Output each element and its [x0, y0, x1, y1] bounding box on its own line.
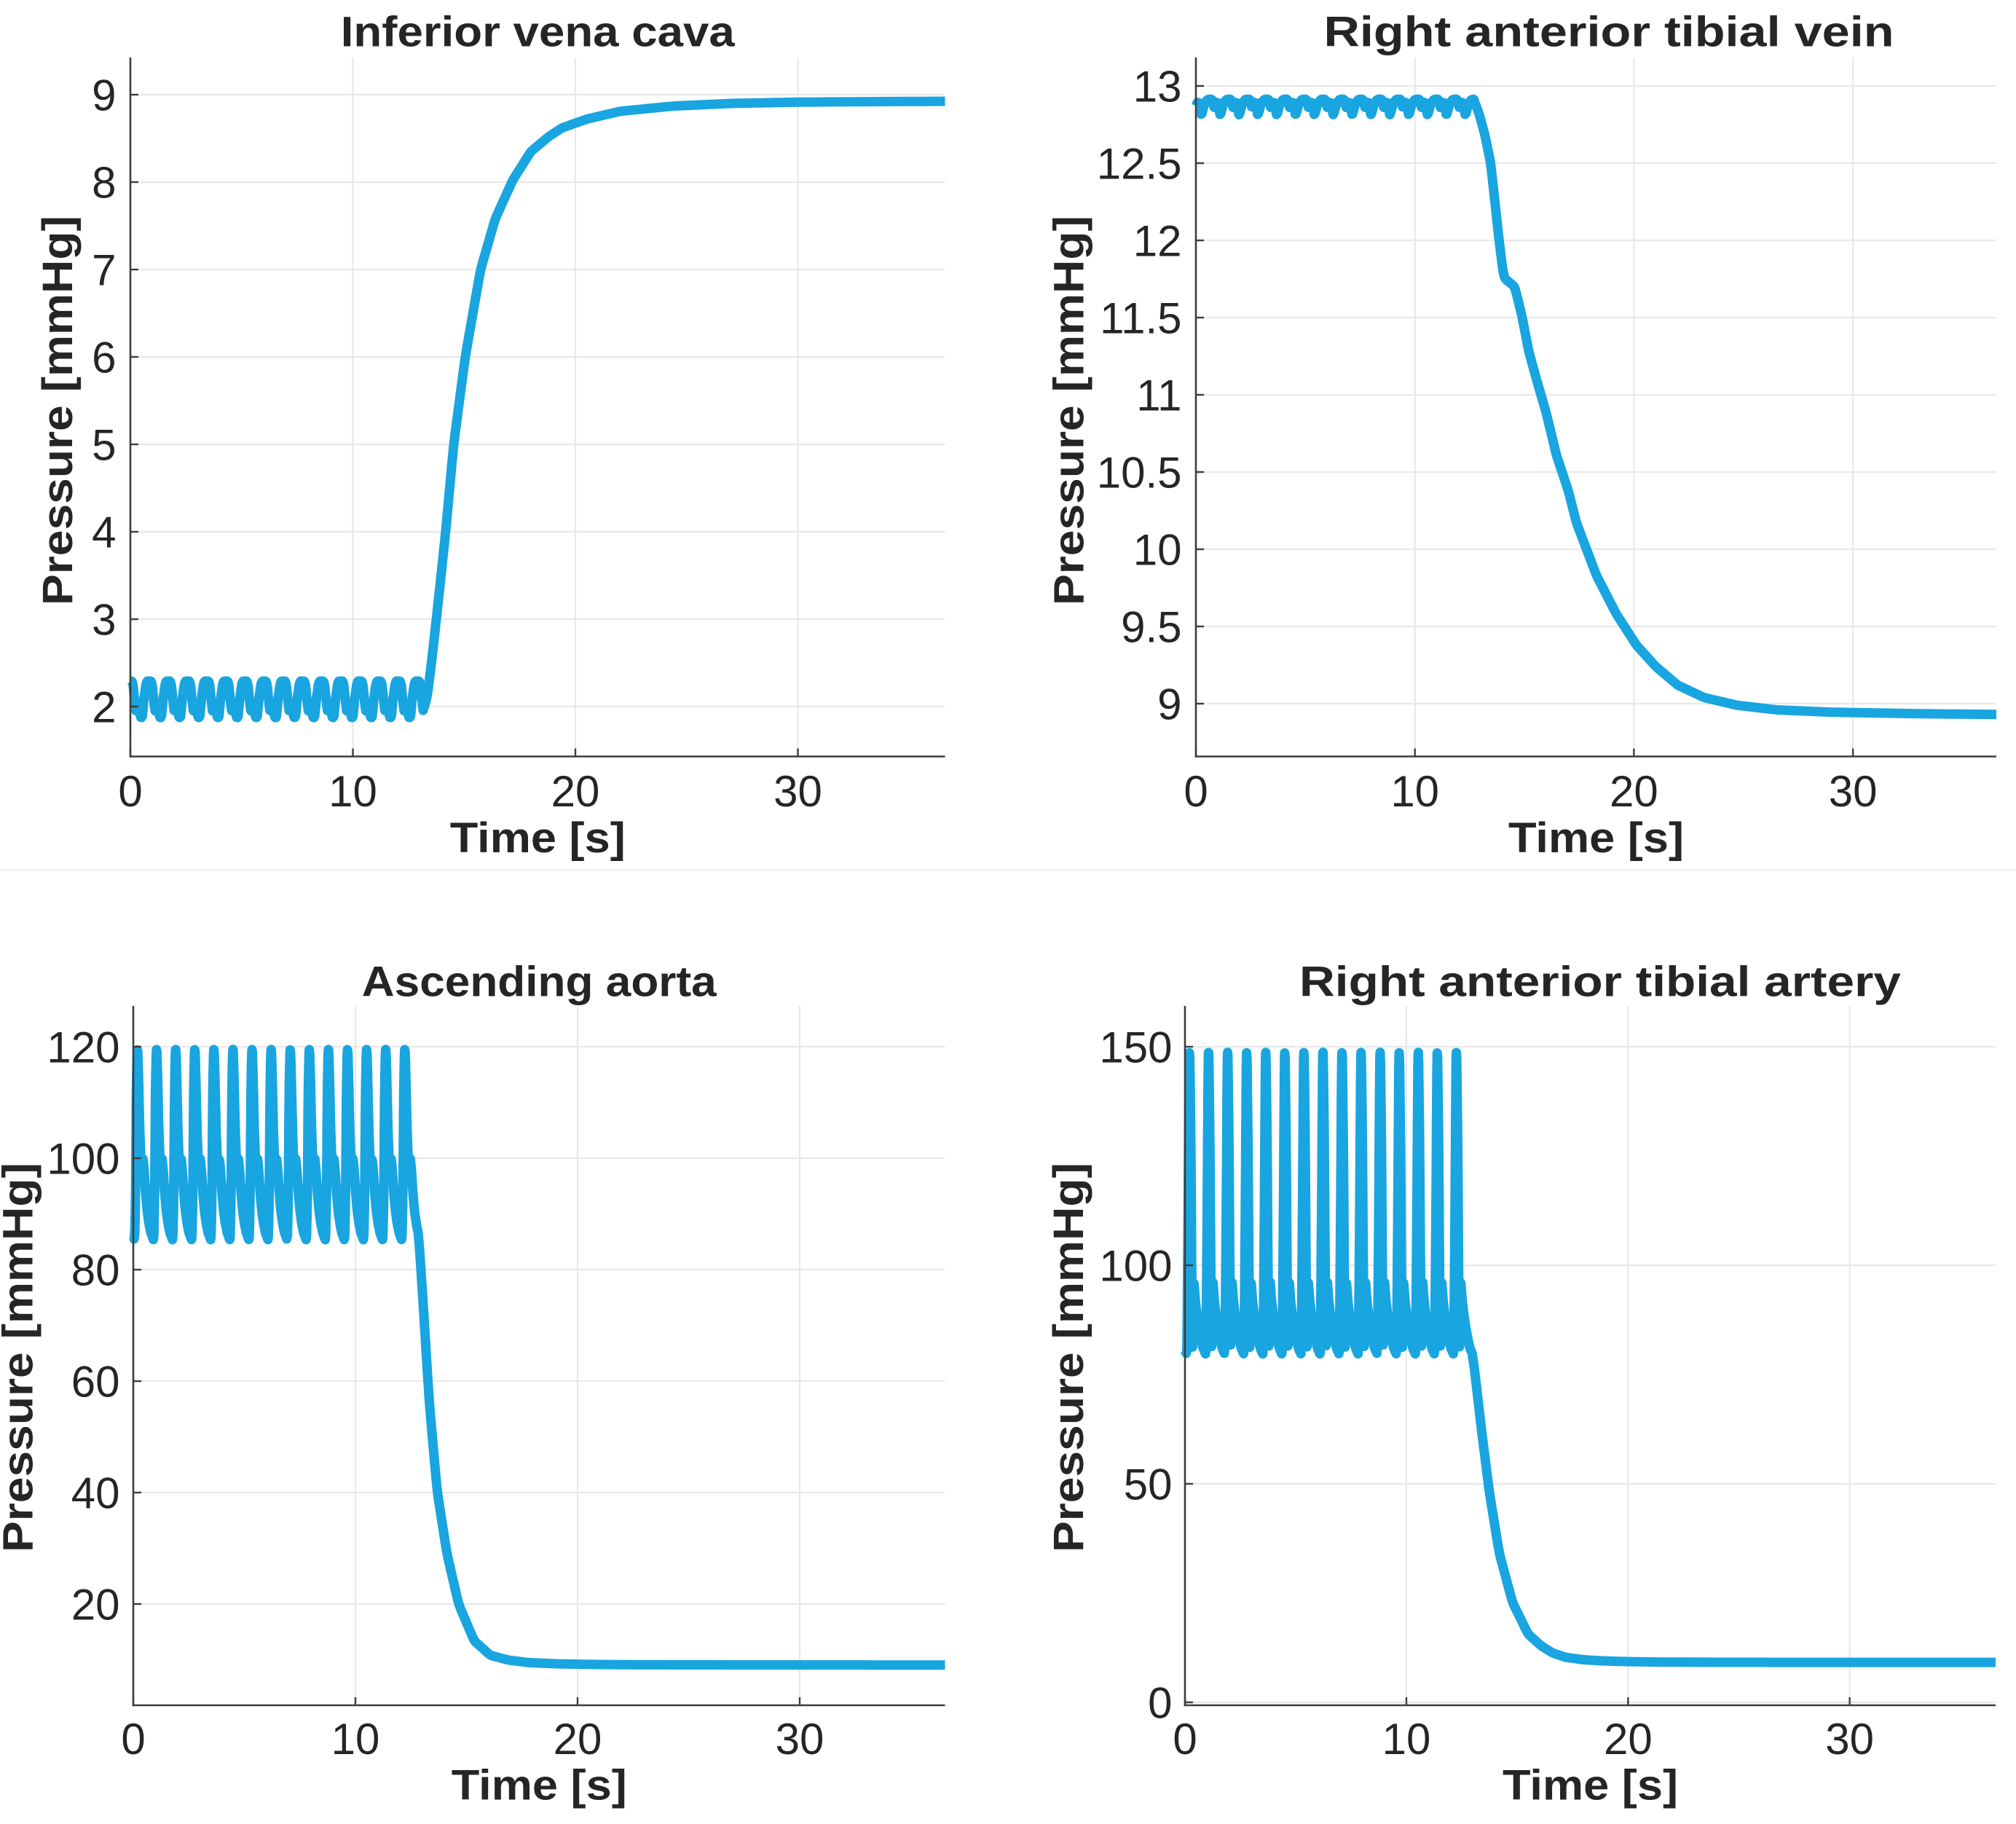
svg-text:5: 5	[92, 421, 116, 470]
svg-text:9: 9	[1157, 680, 1181, 729]
svg-text:Inferior vena cava: Inferior vena cava	[341, 9, 736, 56]
svg-text:Right anterior tibial vein: Right anterior tibial vein	[1324, 9, 1894, 56]
svg-text:30: 30	[1829, 767, 1878, 816]
svg-text:2: 2	[92, 683, 116, 732]
svg-text:Pressure [mmHg]: Pressure [mmHg]	[0, 1163, 42, 1552]
svg-text:20: 20	[551, 767, 600, 816]
svg-text:Time [s]: Time [s]	[450, 814, 626, 862]
svg-text:Time [s]: Time [s]	[1503, 1762, 1678, 1809]
svg-text:50: 50	[1124, 1461, 1173, 1509]
svg-text:20: 20	[71, 1581, 120, 1630]
svg-text:10.5: 10.5	[1097, 449, 1182, 498]
svg-text:20: 20	[554, 1715, 602, 1764]
svg-text:120: 120	[47, 1023, 119, 1072]
svg-text:0: 0	[1184, 767, 1208, 816]
svg-text:100: 100	[47, 1135, 119, 1184]
svg-text:6: 6	[92, 334, 116, 382]
svg-text:30: 30	[1825, 1715, 1874, 1764]
svg-text:Pressure [mmHg]: Pressure [mmHg]	[1046, 216, 1093, 605]
svg-text:60: 60	[71, 1358, 120, 1407]
svg-text:12.5: 12.5	[1097, 140, 1182, 189]
svg-text:Pressure [mmHg]: Pressure [mmHg]	[34, 216, 82, 605]
svg-text:11: 11	[1136, 372, 1181, 420]
svg-text:4: 4	[92, 508, 116, 557]
svg-text:Right anterior tibial artery: Right anterior tibial artery	[1299, 959, 1901, 1006]
svg-text:40: 40	[71, 1469, 120, 1518]
svg-text:10: 10	[1390, 767, 1439, 816]
svg-text:12: 12	[1133, 217, 1182, 266]
svg-text:10: 10	[1133, 526, 1182, 575]
svg-text:7: 7	[92, 246, 116, 295]
svg-text:9.5: 9.5	[1121, 603, 1181, 652]
svg-text:10: 10	[328, 767, 377, 816]
svg-text:10: 10	[331, 1715, 380, 1764]
svg-text:9: 9	[92, 71, 116, 120]
svg-text:8: 8	[92, 159, 116, 208]
svg-text:11.5: 11.5	[1100, 294, 1181, 343]
svg-text:0: 0	[1173, 1715, 1197, 1764]
svg-text:150: 150	[1099, 1023, 1172, 1072]
svg-text:Time [s]: Time [s]	[452, 1762, 627, 1809]
svg-text:0: 0	[1148, 1679, 1172, 1728]
svg-text:10: 10	[1382, 1715, 1431, 1764]
svg-text:100: 100	[1099, 1242, 1172, 1291]
svg-text:13: 13	[1133, 63, 1182, 111]
svg-text:Time [s]: Time [s]	[1508, 814, 1684, 862]
svg-text:80: 80	[71, 1246, 120, 1295]
svg-text:3: 3	[92, 596, 116, 645]
svg-text:Ascending aorta: Ascending aorta	[362, 959, 717, 1006]
svg-text:20: 20	[1610, 767, 1658, 816]
svg-text:0: 0	[118, 767, 142, 816]
svg-text:30: 30	[776, 1715, 824, 1764]
svg-text:20: 20	[1604, 1715, 1653, 1764]
svg-text:0: 0	[121, 1715, 145, 1764]
svg-text:Pressure [mmHg]: Pressure [mmHg]	[1045, 1163, 1092, 1552]
svg-text:30: 30	[773, 767, 822, 816]
